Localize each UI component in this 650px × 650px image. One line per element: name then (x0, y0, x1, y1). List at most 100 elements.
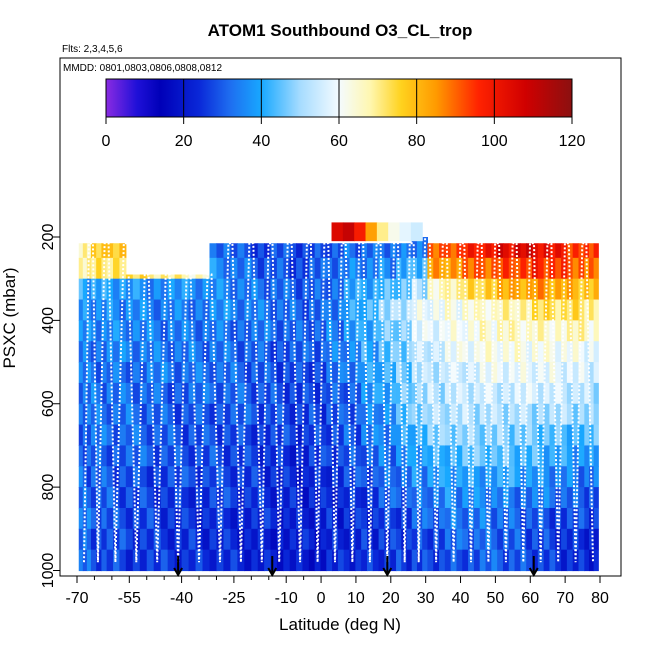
heatmap-cell (502, 362, 510, 384)
heatmap-cell (96, 403, 103, 426)
x-tick-label: -10 (275, 590, 298, 607)
heatmap-cell (532, 382, 539, 405)
heatmap-cell (555, 278, 562, 301)
heatmap-cell (473, 278, 481, 301)
heatmap-cell (537, 466, 545, 488)
heatmap-cell (450, 403, 458, 426)
flight-profile-path (83, 223, 594, 563)
heatmap-cell (468, 382, 475, 405)
heatmap-cell (514, 528, 521, 551)
heatmap-cell (101, 257, 108, 280)
arrow-marker (382, 556, 393, 578)
heatmap-cell (514, 424, 521, 447)
heatmap-cell (411, 341, 418, 363)
heatmap-cell (384, 243, 391, 259)
heatmap-cell (167, 487, 176, 509)
heatmap-cell (555, 507, 562, 530)
heatmap-cell (390, 403, 397, 426)
heatmap-cell (593, 528, 599, 551)
heatmap-cell (532, 403, 539, 426)
heatmap-cell (537, 257, 545, 280)
heatmap-cell (296, 257, 304, 280)
heatmap-cell (532, 341, 539, 363)
heatmap-cell (90, 341, 97, 363)
heatmap-cell (485, 466, 492, 488)
heatmap-cell (86, 549, 92, 572)
heatmap-cell (96, 362, 103, 384)
heatmap-cell (390, 549, 397, 572)
heatmap-cell (473, 507, 481, 530)
heatmap-cell (320, 466, 327, 488)
heatmap-cell (422, 382, 429, 405)
heatmap-cell (188, 341, 197, 363)
heatmap-cell (174, 424, 183, 447)
heatmap-cell (578, 507, 585, 530)
heatmap-cell (439, 507, 446, 530)
heatmap-cell (326, 382, 333, 405)
heatmap-cell (444, 424, 452, 447)
heatmap-cell (343, 362, 351, 384)
heatmap-cell (355, 507, 362, 530)
heatmap-cell (113, 320, 121, 342)
heatmap-cell (514, 382, 521, 405)
heatmap-cell (588, 257, 595, 280)
heatmap-cell (146, 549, 155, 572)
heatmap-cell (497, 487, 504, 509)
heatmap-cell (251, 362, 259, 384)
heatmap-cell (113, 424, 121, 447)
heatmap-cell (479, 362, 487, 384)
heatmap-cell (578, 403, 585, 426)
heatmap-cell (244, 403, 252, 426)
heatmap-cell (502, 299, 510, 321)
heatmap-cell (289, 424, 297, 447)
heatmap-cell (223, 320, 232, 342)
heatmap-cell (270, 466, 278, 488)
heatmap-cell (181, 278, 190, 301)
heatmap-cell (244, 507, 252, 530)
heatmap-cell (543, 382, 551, 405)
heatmap-cell (257, 362, 265, 384)
heatmap-cell (337, 528, 345, 551)
heatmap-cell (537, 382, 545, 405)
heatmap-cell (497, 341, 504, 363)
heatmap-cell (355, 257, 362, 280)
heatmap-cell (508, 362, 516, 384)
heatmap-cell (508, 341, 516, 363)
heatmap-cell (411, 362, 418, 384)
heatmap-cell (497, 257, 504, 280)
heatmap-cell (433, 382, 440, 405)
heatmap-cell (283, 424, 291, 447)
heatmap-cell (119, 299, 127, 321)
heatmap-cell (106, 382, 114, 405)
heatmap-cell (372, 362, 380, 384)
heatmap-cell (497, 549, 504, 572)
heatmap-cell (411, 382, 418, 405)
heatmap-cell (101, 549, 108, 572)
heatmap-cell (468, 362, 475, 384)
heatmap-cell (456, 445, 463, 467)
heatmap-cell (549, 403, 556, 426)
heatmap-cell (244, 445, 252, 467)
heatmap-cell (195, 320, 204, 342)
heatmap-cell (479, 299, 487, 321)
heatmap-cell (167, 507, 176, 530)
heatmap-cell (584, 528, 590, 551)
heatmap-cell (572, 243, 580, 259)
heatmap-cell (588, 362, 595, 384)
heatmap-cell (532, 549, 539, 572)
heatmap-cell (520, 403, 527, 426)
heatmap-cell (251, 257, 259, 280)
heatmap-cell (485, 487, 492, 509)
heatmap-cell (390, 487, 397, 509)
heatmap-cell (90, 487, 97, 509)
heatmap-cell (181, 487, 190, 509)
heatmap-cell (209, 257, 218, 280)
heatmap-cell (433, 257, 440, 280)
heatmap-cell (86, 507, 92, 530)
heatmap-cell (566, 243, 574, 259)
heatmap-cell (401, 243, 408, 259)
heatmap-cell (584, 299, 590, 321)
heatmap-cell (406, 424, 413, 447)
heatmap-cell (588, 424, 595, 447)
heatmap-cell (384, 341, 391, 363)
